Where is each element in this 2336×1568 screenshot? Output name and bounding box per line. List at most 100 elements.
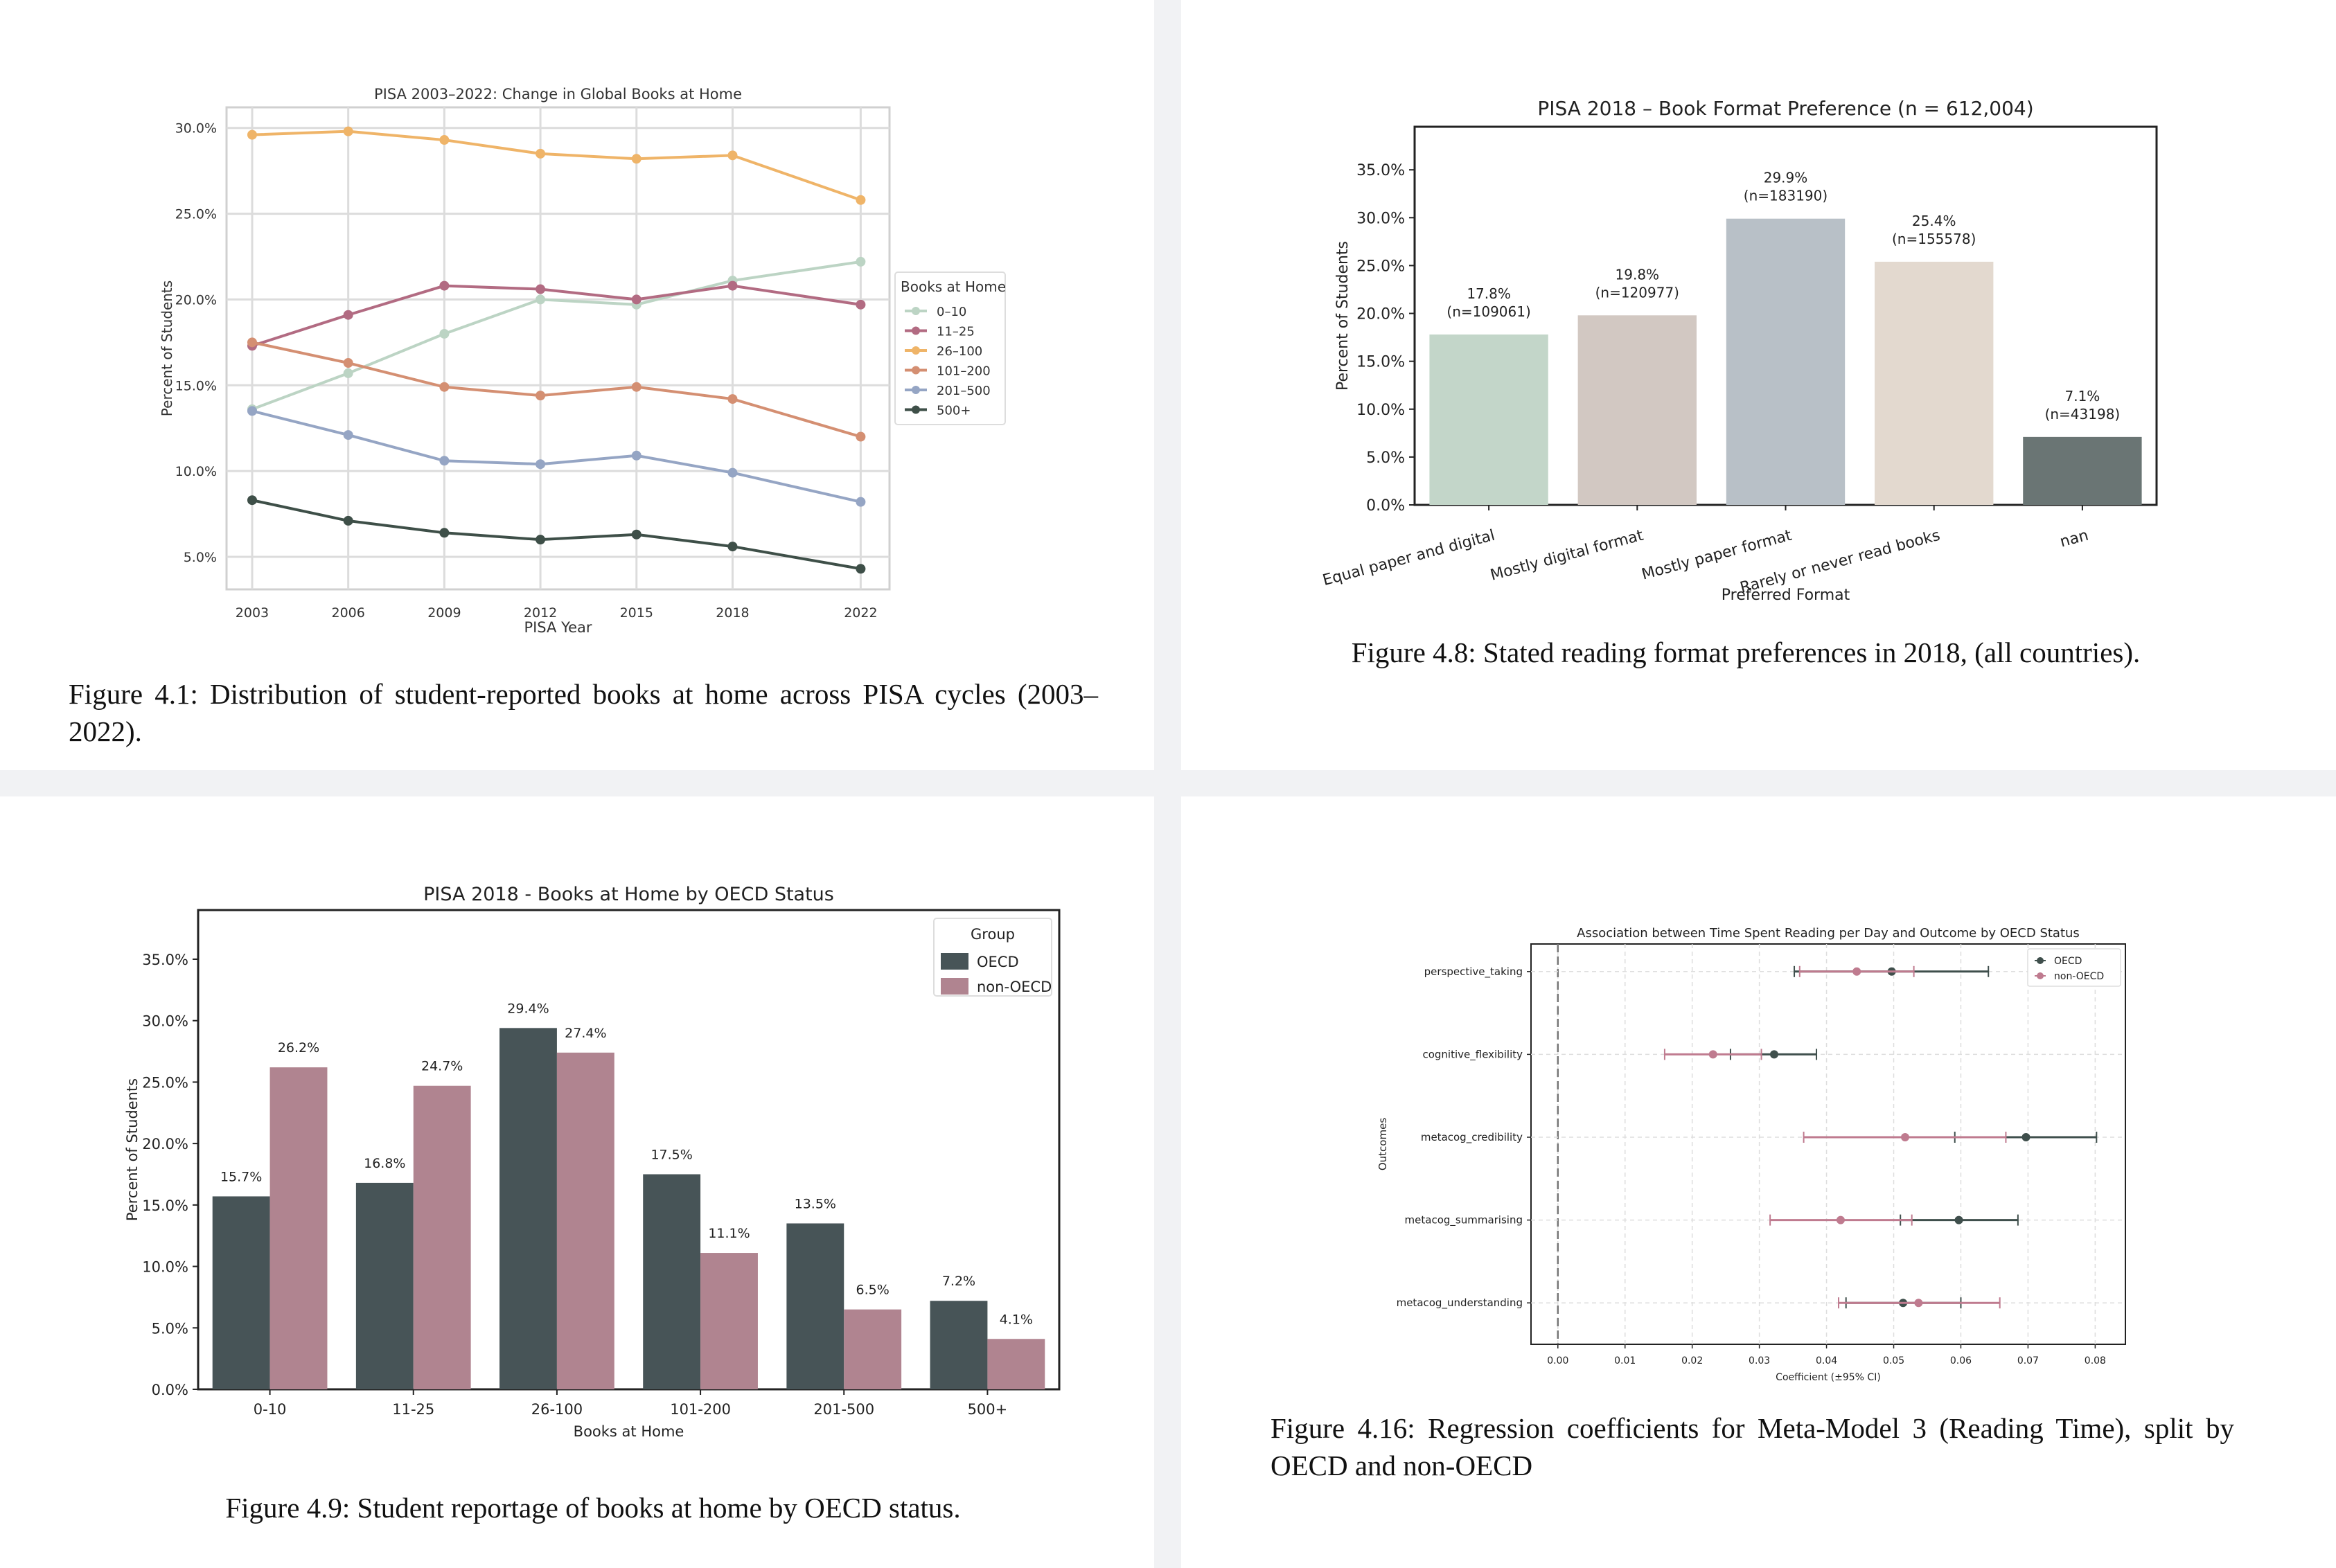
y-tick-label: 20.0%	[1356, 306, 1405, 323]
figure-caption: Figure 4.9: Student reportage of books a…	[225, 1492, 961, 1524]
x-tick-label: 2015	[620, 605, 653, 621]
y-tick-label: 15.0%	[175, 378, 217, 393]
x-tick-label: nan	[2058, 527, 2090, 551]
x-axis-label: Preferred Format	[1722, 587, 1850, 604]
bar-value-label: 17.5%	[651, 1147, 692, 1162]
bar-chart-format-preference: 0.0% 5.0% 10.0% 15.0% 20.0% 25.0% 30.0% 35.0% 17…	[1321, 97, 2158, 604]
bar-non-oecd	[987, 1339, 1045, 1389]
chart-title: PISA 2003–2022: Change in Global Books a…	[374, 86, 742, 103]
estimate-point	[1836, 1215, 1845, 1224]
data-point	[536, 284, 546, 294]
y-tick-label: 35.0%	[142, 952, 188, 968]
legend-box	[2027, 948, 2121, 987]
estimate-point	[1852, 967, 1861, 976]
bar-value-label: 29.4%	[507, 1001, 549, 1016]
bar-value-label: 13.5%	[795, 1196, 836, 1211]
bar-oecd	[355, 1182, 414, 1389]
x-axis-label: PISA Year	[524, 619, 592, 636]
legend-marker	[912, 405, 920, 414]
plot-area	[1530, 943, 2126, 1345]
data-point	[856, 256, 866, 267]
data-point	[439, 528, 450, 538]
bar-value-label: 17.8%	[1467, 285, 1511, 302]
x-tick-label: 0-10	[254, 1401, 287, 1418]
legend-title: Books at Home	[901, 278, 1006, 295]
data-point	[247, 495, 257, 506]
x-tick-label: 201-500	[813, 1401, 874, 1418]
bar	[2023, 436, 2142, 505]
bar-value-label: 24.7%	[421, 1059, 463, 1074]
legend-swatch	[941, 978, 968, 995]
y-tick-label: perspective_taking	[1424, 965, 1523, 979]
bar-value-label: 27.4%	[565, 1026, 606, 1041]
legend-label: non-OECD	[2054, 971, 2104, 982]
y-tick-label: 15.0%	[142, 1197, 188, 1214]
x-tick-label: 0.04	[1816, 1355, 1837, 1366]
figure-caption: Figure 4.8: Stated reading format prefer…	[1351, 636, 2141, 668]
bar	[1875, 261, 1994, 505]
legend-label: 500+	[937, 404, 971, 418]
legend-marker	[912, 346, 920, 355]
x-tick-label: 0.05	[1883, 1355, 1904, 1366]
x-tick-label: 0.07	[2017, 1355, 2039, 1366]
bar-value-label: 25.4%	[1912, 213, 1956, 229]
y-tick-label: 20.0%	[142, 1136, 188, 1152]
data-point	[631, 294, 641, 305]
bar-chart-oecd-status: 0.0% 5.0% 10.0% 15.0% 20.0% 25.0% 30.0% 35.0% 15…	[124, 884, 1061, 1440]
data-point	[856, 431, 866, 442]
bar-count-label: (n=155578)	[1892, 231, 1976, 247]
y-axis-label: Percent of Students	[124, 1078, 141, 1221]
x-tick-label: 500+	[968, 1401, 1008, 1418]
y-tick-label: 5.0%	[184, 550, 217, 565]
y-tick-label: 30.0%	[175, 121, 217, 136]
x-tick-label: 0.03	[1749, 1355, 1770, 1366]
legend-label: OECD	[977, 954, 1019, 970]
y-axis-label: Percent of Students	[159, 280, 175, 416]
data-point	[247, 337, 257, 348]
data-point	[439, 328, 450, 339]
data-point	[536, 148, 546, 159]
data-point	[631, 450, 641, 461]
legend-label: non-OECD	[977, 979, 1052, 995]
legend-title: Group	[971, 926, 1015, 943]
legend-marker	[912, 366, 920, 375]
y-tick-label: 35.0%	[1356, 162, 1405, 179]
y-axis-label: Outcomes	[1377, 1118, 1389, 1170]
data-point	[536, 391, 546, 401]
data-point	[439, 456, 450, 466]
data-point	[343, 310, 353, 320]
bar-value-label: 6.5%	[856, 1283, 890, 1298]
legend-marker	[2037, 957, 2044, 964]
bar-value-label: 7.2%	[942, 1274, 975, 1289]
estimate-point	[1914, 1299, 1923, 1308]
panel-figure-4-9: 0.0% 5.0% 10.0% 15.0% 20.0% 25.0% 30.0% 35.0% 15…	[0, 796, 1154, 1568]
y-tick-label: 10.0%	[1356, 402, 1405, 419]
y-tick-label: 20.0%	[175, 292, 217, 308]
x-tick-label: 2022	[844, 605, 877, 621]
y-tick-label: metacog_credibility	[1421, 1131, 1523, 1144]
data-point	[439, 382, 450, 392]
bar-count-label: (n=109061)	[1446, 303, 1530, 320]
bar-count-label: (n=183190)	[1744, 188, 1828, 204]
data-point	[343, 515, 353, 526]
x-tick-label: 2003	[236, 605, 269, 621]
chart-title: PISA 2018 – Book Format Preference (n = …	[1537, 97, 2033, 120]
bar-oecd	[643, 1174, 701, 1389]
bar-count-label: (n=120977)	[1595, 284, 1679, 301]
figure-caption: Figure 4.16: Regression coefficients for…	[1271, 1412, 2234, 1481]
x-tick-label: 26-100	[531, 1401, 583, 1418]
data-point	[439, 135, 450, 145]
x-tick-label: 0.06	[1950, 1355, 1972, 1366]
bar	[1726, 218, 1846, 505]
panel-figure-4-8: 0.0% 5.0% 10.0% 15.0% 20.0% 25.0% 30.0% 35.0% 17…	[1181, 0, 2336, 770]
bar-value-label: 11.1%	[708, 1226, 750, 1241]
data-point	[856, 497, 866, 507]
bar-value-label: 7.1%	[2064, 388, 2100, 404]
bar	[1429, 334, 1548, 505]
bar	[1577, 315, 1697, 505]
legend-box	[933, 918, 1052, 997]
data-point	[856, 564, 866, 574]
data-point	[247, 406, 257, 416]
legend-marker	[912, 326, 920, 335]
y-tick-label: 0.0%	[152, 1382, 188, 1398]
